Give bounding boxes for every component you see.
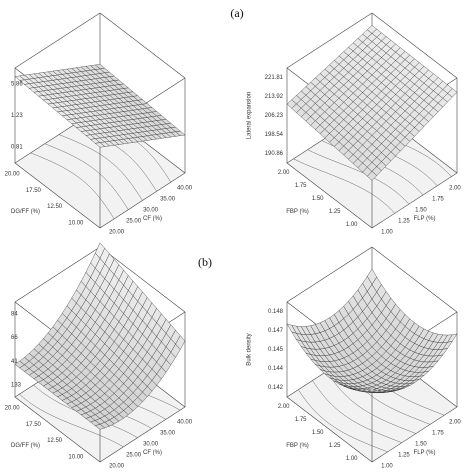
surface-plot: 190.86 198.54 206.23 213.92 221.81 Lateral ex…	[247, 12, 461, 235]
left-tick-label: 1.50	[312, 196, 324, 202]
right-tick-label: 20.00	[109, 229, 125, 235]
box-edge	[14, 246, 101, 303]
left-tick-label: 2.00	[278, 404, 290, 410]
left-axis-label: DG/FF (%)	[11, 209, 40, 215]
left-tick-label: 20.00	[5, 406, 21, 412]
z-tick-label: 66	[11, 335, 18, 341]
right-tick-label: 1.50	[415, 441, 427, 447]
contour	[312, 380, 402, 443]
box-edge	[286, 12, 373, 69]
right-tick-label: 1.25	[398, 452, 410, 458]
box-edge	[99, 12, 186, 79]
contour	[19, 393, 124, 448]
z-tick-label: 0.145	[268, 347, 284, 353]
z-tick-label: 190.86	[265, 151, 284, 157]
z-tick-label: 1.23	[11, 113, 23, 119]
right-axis-label: CF (%)	[143, 450, 162, 456]
right-tick-label: 2.00	[449, 419, 461, 425]
contour	[30, 152, 115, 219]
right-axis-label: FLP (%)	[414, 216, 436, 222]
right-tick-label: 25.00	[126, 218, 142, 224]
right-tick-label: 35.00	[160, 430, 176, 436]
left-tick-label: 12.50	[47, 438, 63, 444]
box-edge	[371, 12, 458, 79]
z-tick-label: 0.147	[268, 328, 284, 334]
z-tick-label: 5.86	[11, 81, 23, 87]
right-axis-label: CF (%)	[143, 216, 162, 222]
z-tick-label: 0.142	[268, 385, 284, 391]
right-tick-label: 25.00	[126, 452, 142, 458]
z-tick-label: 0.81	[11, 145, 23, 151]
right-tick-label: 1.00	[381, 229, 393, 235]
right-tick-label: 30.00	[143, 207, 159, 213]
z-tick-label: 84	[11, 311, 18, 317]
panel-label: (b)	[198, 255, 212, 269]
left-axis-label: FBP (%)	[286, 209, 309, 215]
left-axis-label: DG/FF (%)	[11, 443, 40, 449]
mesh-cell	[367, 171, 377, 181]
right-tick-label: 40.00	[177, 419, 193, 425]
box-edge	[286, 246, 373, 303]
contour	[298, 389, 388, 453]
right-tick-label: 1.00	[381, 463, 393, 469]
right-tick-label: 1.75	[432, 430, 444, 436]
left-tick-label: 20.00	[5, 172, 21, 178]
left-tick-label: 17.50	[26, 188, 42, 194]
mesh-cell	[367, 388, 377, 392]
contour	[44, 143, 129, 210]
z-axis-label: Lateral expansion	[247, 92, 253, 139]
z-axis-label: Bulk density	[247, 333, 253, 365]
left-tick-label: 10.00	[68, 220, 84, 226]
left-tick-label: 1.75	[295, 417, 307, 423]
box-edge	[371, 246, 458, 313]
left-tick-label: 1.50	[312, 430, 324, 436]
left-axis-label: FBP (%)	[286, 443, 309, 449]
left-tick-label: 1.75	[295, 183, 307, 189]
right-tick-label: 1.50	[415, 207, 427, 213]
z-tick-label: 41	[11, 359, 18, 365]
right-tick-label: 30.00	[143, 441, 159, 447]
left-tick-label: 1.25	[329, 443, 341, 449]
right-tick-label: 2.00	[449, 185, 461, 191]
z-tick-label: 206.23	[265, 113, 284, 119]
left-tick-label: 2.00	[278, 170, 290, 176]
contour	[58, 134, 143, 201]
z-tick-label: 213.92	[265, 94, 284, 100]
contour	[293, 158, 395, 214]
surface-plot: 133 41 66 84 10.00 12.50 17.50 20.00 DG/FF (%) 20…	[5, 242, 193, 469]
right-tick-label: 40.00	[177, 185, 193, 191]
left-tick-label: 1.25	[329, 209, 341, 215]
box-edge	[14, 12, 101, 69]
right-axis-label: FLP (%)	[414, 450, 436, 456]
left-tick-label: 17.50	[26, 422, 42, 428]
z-tick-label: 0.148	[268, 309, 284, 315]
surface-plot: 0.142 0.144 0.145 0.147 0.148 Bulk density 1.0…	[247, 246, 461, 469]
surface-plot: 0.81 1.23 5.86 10.00 12.50 17.50 20.00 DG/FF (%…	[5, 12, 193, 235]
z-tick-label: 198.54	[265, 132, 284, 138]
mesh-cell	[94, 424, 106, 430]
right-tick-label: 1.25	[398, 218, 410, 224]
left-tick-label: 1.00	[346, 222, 358, 228]
right-tick-label: 35.00	[160, 196, 176, 202]
mesh-cell	[94, 142, 106, 148]
right-tick-label: 20.00	[109, 463, 125, 469]
panel-label: (a)	[230, 6, 243, 20]
left-tick-label: 10.00	[68, 454, 84, 460]
box-edge	[99, 246, 186, 313]
contour	[326, 371, 417, 434]
z-tick-label: 133	[11, 383, 22, 389]
z-tick-label: 0.144	[268, 366, 284, 372]
z-tick-label: 221.81	[265, 75, 284, 81]
left-tick-label: 12.50	[47, 204, 63, 210]
right-tick-label: 1.75	[432, 196, 444, 202]
left-tick-label: 1.00	[346, 456, 358, 462]
